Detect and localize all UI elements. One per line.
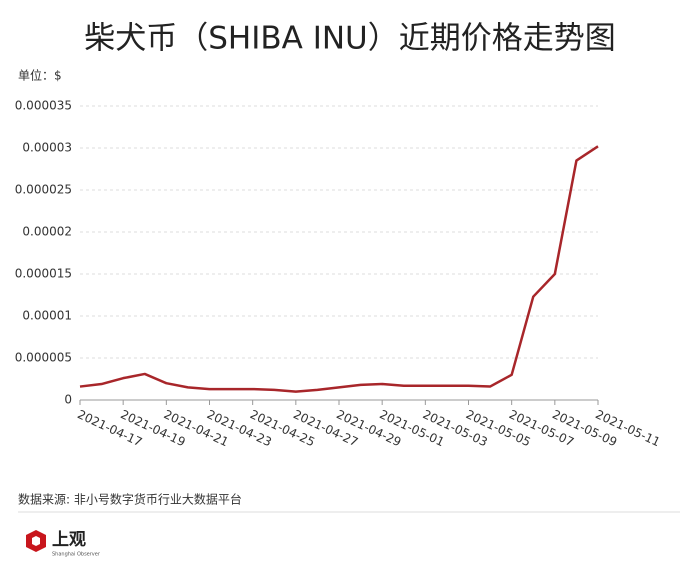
y-tick-label: 0.00002 bbox=[22, 225, 72, 239]
y-tick-label: 0.000005 bbox=[15, 351, 72, 365]
logo-name: 上观 bbox=[52, 530, 86, 550]
line bbox=[79, 145, 599, 393]
y-tick-label: 0.00003 bbox=[22, 141, 72, 155]
y-tick-label: 0 bbox=[64, 393, 72, 407]
logo: 上观 Shanghai Observer bbox=[26, 530, 101, 558]
y-tick-label: 0.000015 bbox=[15, 267, 72, 281]
chart-title: 柴犬币（SHIBA INU）近期价格走势图 bbox=[84, 21, 615, 57]
source: 数据来源: 非小号数字货币行业大数据平台 bbox=[18, 492, 242, 507]
unit-label: 单位：$ bbox=[18, 68, 62, 83]
y-tick-label: 0.000035 bbox=[15, 99, 72, 113]
y-tick-label: 0.00001 bbox=[22, 309, 72, 323]
logo-subtitle: Shanghai Observer bbox=[52, 552, 101, 558]
logo-icon-inner bbox=[32, 536, 40, 546]
y-tick-label: 0.000025 bbox=[15, 183, 72, 197]
